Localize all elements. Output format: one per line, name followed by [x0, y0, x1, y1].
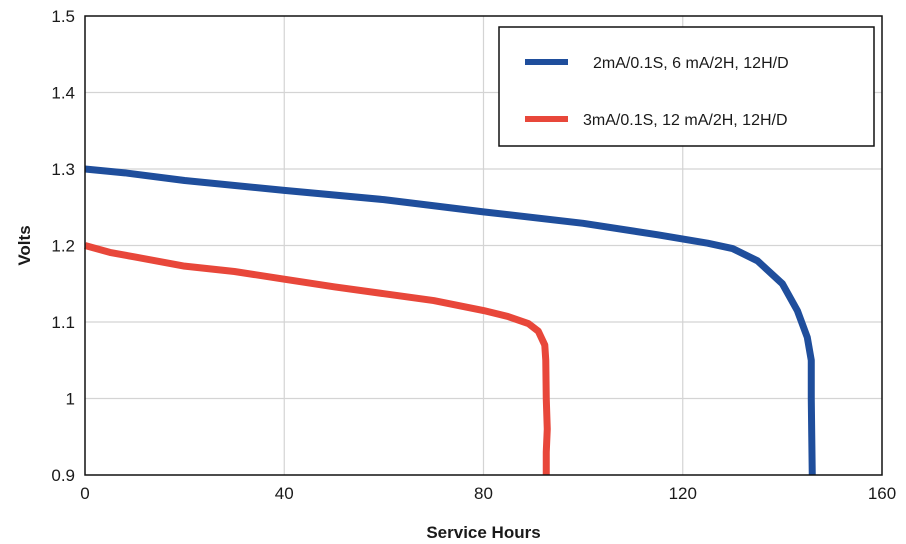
x-tick-label: 160 — [868, 484, 896, 503]
series-line-1 — [84, 165, 816, 476]
legend-box — [498, 26, 875, 147]
y-tick-label: 1 — [66, 390, 75, 409]
y-axis-title: Volts — [15, 225, 34, 265]
legend-label-series-1: 2mA/0.1S, 6 mA/2H, 12H/D — [593, 55, 789, 72]
x-tick-label: 120 — [669, 484, 697, 503]
tick-labels: 0 40 80 120 160 0.9 1 1.1 1.2 1.3 1.4 1.5 — [51, 7, 896, 503]
plot-frame — [84, 15, 883, 476]
y-tick-label: 1.5 — [51, 7, 75, 26]
legend-label-series-2: 3mA/0.1S, 12 mA/2H, 12H/D — [583, 112, 788, 129]
x-axis-title: Service Hours — [426, 523, 540, 542]
y-tick-label: 1.2 — [51, 237, 75, 256]
x-tick-label: 0 — [80, 484, 89, 503]
legend: 2mA/0.1S, 6 mA/2H, 12H/D 3mA/0.1S, 12 mA… — [498, 26, 875, 147]
series-line-2 — [84, 242, 551, 475]
y-tick-label: 1.1 — [51, 313, 75, 332]
x-tick-label: 40 — [275, 484, 294, 503]
series-layer — [84, 165, 816, 476]
x-tick-label: 80 — [474, 484, 493, 503]
y-tick-label: 1.4 — [51, 84, 75, 103]
y-tick-label: 0.9 — [51, 466, 75, 485]
y-tick-label: 1.3 — [51, 160, 75, 179]
